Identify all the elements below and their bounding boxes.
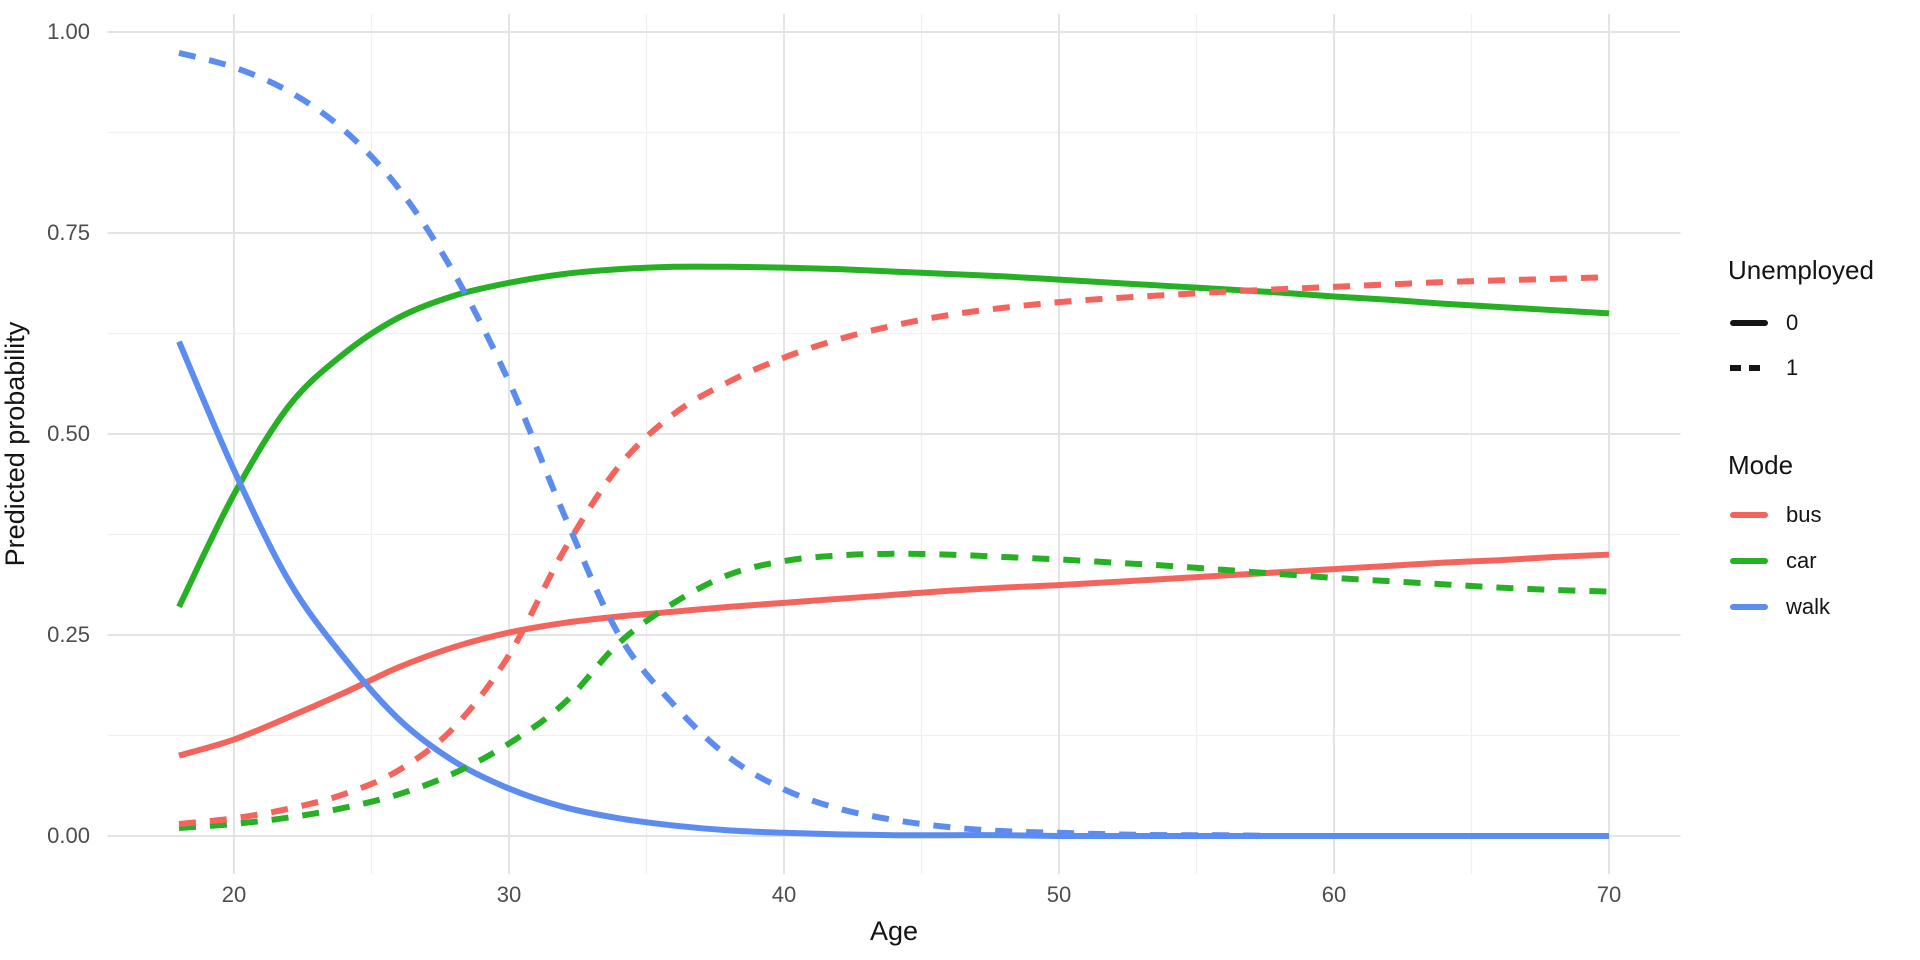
dashed-line-key-icon (1730, 365, 1768, 371)
x-tick-label: 30 (496, 882, 522, 907)
x-tick-label: 50 (1046, 882, 1072, 907)
legend-title-unemployed: Unemployed (1728, 255, 1874, 285)
y-tick-label: 0.50 (47, 421, 90, 446)
y-tick-label: 0.75 (47, 220, 90, 245)
legend-item-label: 0 (1786, 310, 1799, 335)
car-line-key-icon (1730, 558, 1768, 564)
legend-item-label: car (1786, 548, 1817, 573)
x-tick-label: 40 (771, 882, 797, 907)
solid-line-key-icon (1730, 320, 1768, 326)
walk-line-key-icon (1730, 604, 1768, 610)
y-tick-label: 1.00 (47, 19, 90, 44)
legend-item-label: 1 (1786, 355, 1799, 380)
legend-title-mode: Mode (1728, 450, 1794, 480)
line-car-unemployed-0 (176, 263, 1610, 609)
x-tick-label: 70 (1596, 882, 1622, 907)
line-walk-unemployed-0 (176, 340, 1609, 840)
x-tick-label: 60 (1321, 882, 1347, 907)
line-bus-unemployed-1 (178, 274, 1610, 827)
legend-item-label: walk (1786, 594, 1831, 619)
y-axis-title: Predicted probability (0, 321, 30, 567)
line-bus-unemployed-0 (178, 551, 1610, 759)
y-tick-label: 0.00 (47, 823, 90, 848)
line-walk-unemployed-1 (178, 49, 1609, 840)
x-axis-title: Age (869, 916, 919, 946)
line-car-unemployed-1 (178, 550, 1610, 831)
x-tick-label: 20 (221, 882, 247, 907)
y-tick-label: 0.25 (47, 622, 90, 647)
legend-item-label: bus (1786, 502, 1822, 527)
bus-line-key-icon (1730, 512, 1768, 518)
